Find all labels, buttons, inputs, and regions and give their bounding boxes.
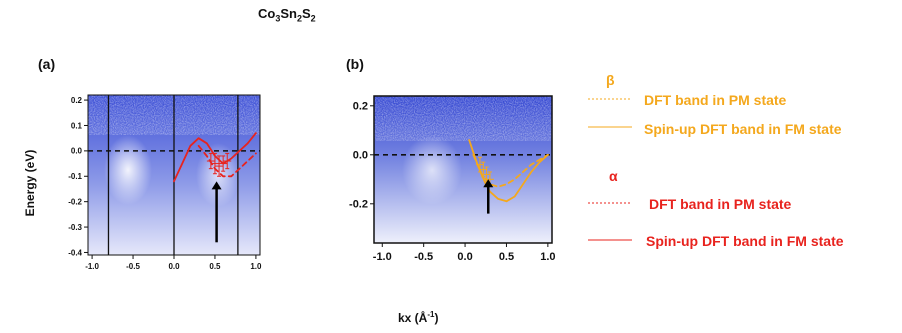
panel-a-arrow-head: [211, 181, 222, 190]
panel-b-xtick-label: 0.5: [499, 251, 514, 263]
panel-b-xtick-label: -1.0: [373, 251, 392, 263]
panel-b-ytick-label: 0.0: [353, 150, 368, 162]
panel-a-xtick-label: 1.0: [250, 262, 262, 271]
panel-a-alpha-dashed-band: [197, 144, 257, 178]
legend-beta-symbol: β: [606, 72, 615, 88]
panel-a-ytick-label: -0.4: [68, 248, 82, 257]
panel-a-ytick-label: 0.2: [71, 96, 83, 105]
legend-alpha-fm-label: Spin-up DFT band in FM state: [646, 233, 844, 249]
panel-b-spectrum: [374, 96, 552, 243]
panel-a-ytick-label: -0.3: [68, 223, 82, 232]
panel-a-label: (a): [38, 56, 56, 72]
panel-b-xtick-label: 1.0: [540, 251, 555, 263]
panel-a-ytick-label: 0.1: [71, 121, 83, 130]
panel-a-xtick-label: -0.5: [126, 262, 140, 271]
legend-beta-fm-label: Spin-up DFT band in FM state: [644, 121, 842, 137]
panel-b-ytick-label: 0.2: [353, 101, 368, 113]
legend-alpha-pm-label: DFT band in PM state: [649, 196, 792, 212]
legend-alpha-symbol: α: [609, 168, 618, 184]
panel-a-xtick-label: -1.0: [85, 262, 99, 271]
panel-a-ytick-label: 0.0: [71, 147, 83, 156]
legend-beta-pm-label: DFT band in PM state: [644, 92, 787, 108]
panel-b-xtick-label: 0.0: [457, 251, 472, 263]
panel-b-label: (b): [346, 56, 364, 72]
panel-b-xtick-label: -0.5: [414, 251, 433, 263]
panel-b-beta-dashed-band: [472, 153, 549, 188]
panel-b-ytick-label: -0.2: [349, 199, 368, 211]
panel-a-ytick-label: -0.1: [68, 172, 82, 181]
x-axis-label: kx (Å-1): [398, 310, 439, 325]
panel-b-frame: [373, 95, 553, 244]
panel-a-ytick-label: -0.2: [68, 197, 82, 206]
panel-a-xtick-label: 0.0: [168, 262, 180, 271]
figure-title: Co3Sn2S2: [258, 6, 316, 24]
panel-b-arrow-head: [483, 179, 494, 188]
panel-a-xtick-label: 0.5: [209, 262, 221, 271]
